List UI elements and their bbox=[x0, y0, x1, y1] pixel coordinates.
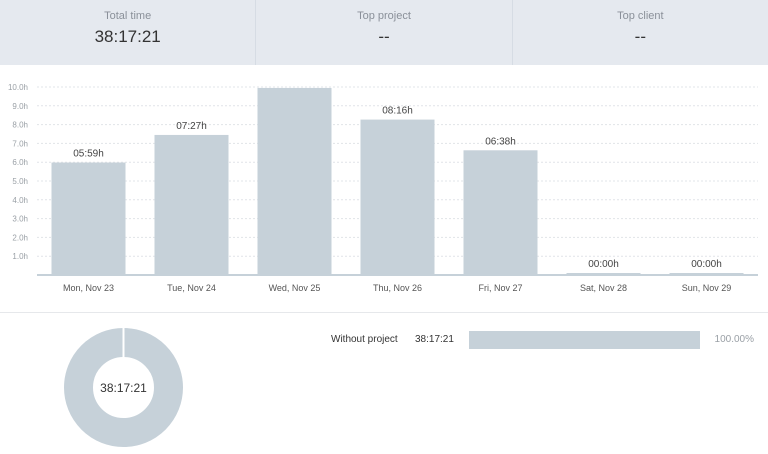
y-tick-label: 8.0h bbox=[12, 121, 28, 130]
donut-chart: 38:17:21 bbox=[63, 327, 184, 448]
y-tick-label: 1.0h bbox=[12, 252, 28, 261]
breakdown-name: Without project bbox=[331, 334, 398, 345]
breakdown-bar-fill bbox=[469, 331, 700, 349]
donut-svg bbox=[64, 328, 183, 447]
daily-bar-chart: 1.0h 2.0h 3.0h 4.0h 5.0h 6.0h 7.0h 8.0h 9.0h 10.0… bbox=[0, 84, 768, 300]
bar-value-label: 06:38h bbox=[485, 136, 516, 147]
top-client-label: Top client bbox=[617, 10, 664, 22]
breakdown-percent: 100.00% bbox=[714, 334, 754, 345]
y-tick-label: 7.0h bbox=[12, 139, 28, 148]
breakdown-time: 38:17:21 bbox=[415, 334, 454, 345]
x-tick-label: Sat, Nov 28 bbox=[580, 283, 627, 293]
bar-value-label: 07:27h bbox=[176, 121, 207, 132]
bar[interactable] bbox=[154, 134, 229, 275]
summary-strip: Total time 38:17:21 Top project -- Top c… bbox=[0, 0, 768, 65]
total-time-label: Total time bbox=[104, 10, 152, 22]
top-project-label: Top project bbox=[357, 10, 411, 22]
y-tick-label: 5.0h bbox=[12, 177, 28, 186]
summary-total-time: Total time 38:17:21 bbox=[0, 0, 255, 65]
x-tick-label: Thu, Nov 26 bbox=[373, 283, 422, 293]
breakdown-row[interactable]: Without project 38:17:21 100.00% bbox=[320, 331, 760, 351]
total-time-value: 38:17:21 bbox=[94, 27, 161, 46]
bar-chart-svg: 1.0h 2.0h 3.0h 4.0h 5.0h 6.0h 7.0h 8.0h 9.0h 10.0… bbox=[8, 84, 758, 293]
bar[interactable] bbox=[463, 150, 538, 275]
y-tick-label: 6.0h bbox=[12, 158, 28, 167]
x-tick-label: Fri, Nov 27 bbox=[478, 283, 522, 293]
top-client-value: -- bbox=[634, 27, 646, 46]
x-tick-label: Wed, Nov 25 bbox=[269, 283, 321, 293]
y-tick-label: 10.0h bbox=[8, 84, 28, 92]
y-tick-label: 9.0h bbox=[12, 102, 28, 111]
bar[interactable] bbox=[51, 162, 126, 275]
y-tick-label: 3.0h bbox=[12, 215, 28, 224]
bar-value-label: 00:00h bbox=[588, 259, 619, 270]
breakdown-bar-track bbox=[469, 331, 700, 349]
summary-top-project: Top project -- bbox=[255, 0, 511, 65]
x-tick-label: Mon, Nov 23 bbox=[63, 283, 114, 293]
summary-top-client: Top client -- bbox=[511, 0, 768, 65]
bar-value-label: 00:00h bbox=[691, 259, 722, 270]
bar[interactable] bbox=[257, 87, 332, 275]
y-tick-label: 4.0h bbox=[12, 196, 28, 205]
donut-center-text: 38:17:21 bbox=[100, 380, 147, 395]
bar[interactable] bbox=[360, 119, 435, 275]
bar-value-label: 08:16h bbox=[382, 106, 413, 117]
bar-value-label: 09:57h bbox=[279, 84, 310, 85]
top-project-value: -- bbox=[378, 27, 390, 46]
x-tick-label: Sun, Nov 29 bbox=[682, 283, 732, 293]
x-tick-label: Tue, Nov 24 bbox=[167, 283, 216, 293]
section-divider bbox=[0, 312, 768, 313]
bar-value-label: 05:59h bbox=[73, 149, 104, 160]
y-tick-label: 2.0h bbox=[12, 233, 28, 242]
